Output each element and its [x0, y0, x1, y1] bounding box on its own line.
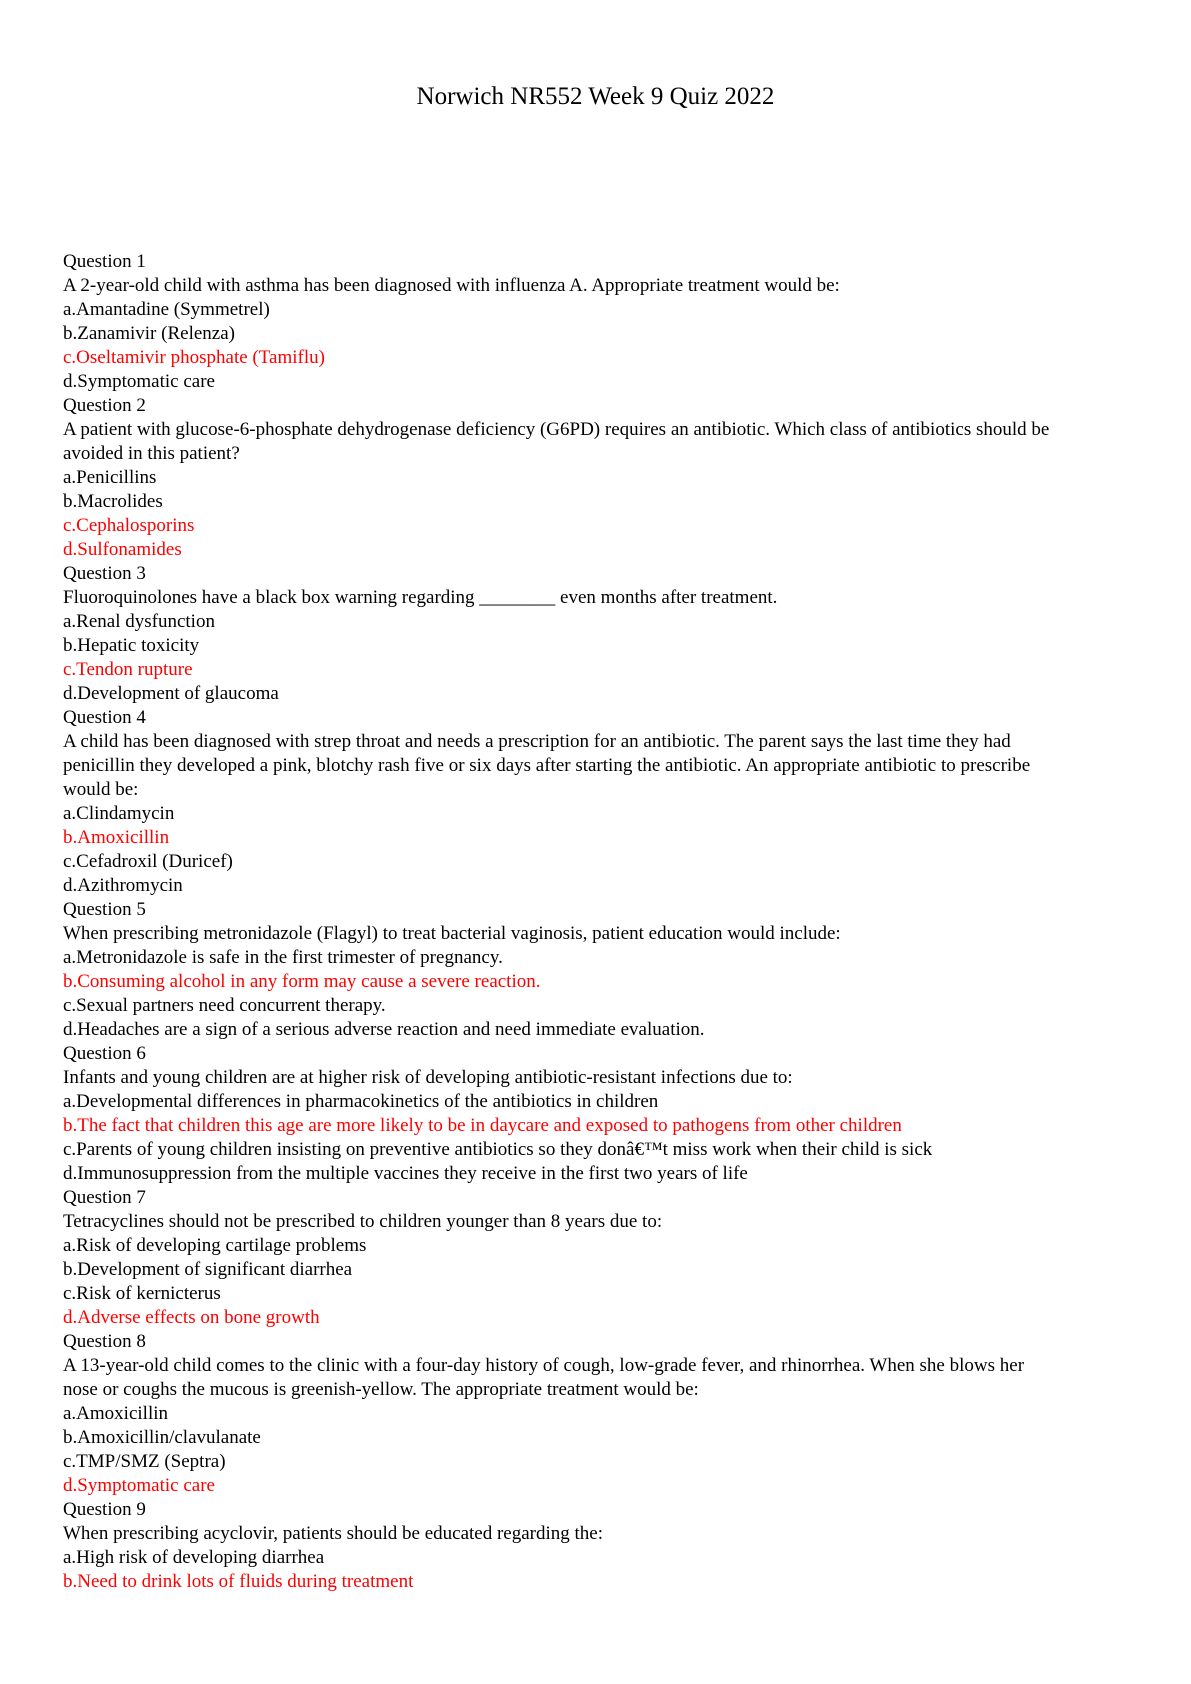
answer-option: a.Clindamycin	[63, 803, 175, 824]
question-block: Question 2 A patient with glucose-6-phosp…	[63, 394, 1158, 562]
question-stem-line: A child has been diagnosed with strep th…	[63, 731, 1011, 752]
answer-option: d.Development of glaucoma	[63, 683, 279, 704]
answer-option: a.Amoxicillin	[63, 1403, 169, 1424]
answer-option: c.Cefadroxil (Duricef)	[63, 851, 233, 872]
answer-option: a.Metronidazole is safe in the first tri…	[63, 947, 503, 968]
answer-option: b.Amoxicillin/clavulanate	[63, 1427, 261, 1448]
answer-option: c.Cephalosporins	[63, 515, 195, 536]
answer-option: c.Sexual partners need concurrent therap…	[63, 995, 386, 1016]
answer-option: a.Risk of developing cartilage problems	[63, 1235, 367, 1256]
answer-option: b.The fact that children this age are mo…	[63, 1115, 902, 1136]
question-stem-line: Tetracyclines should not be prescribed t…	[63, 1211, 663, 1232]
question-stem-line: A 2-year-old child with asthma has been …	[63, 275, 840, 296]
question-stem-line: A 13-year-old child comes to the clinic …	[63, 1355, 1025, 1376]
question-stem-line: Fluoroquinolones have a black box warnin…	[63, 587, 778, 608]
question-number: Question 6	[63, 1043, 146, 1064]
question-block: Question 6 Infants and young children are…	[63, 1042, 1158, 1186]
answer-option: d.Sulfonamides	[63, 539, 182, 560]
answer-option: b.Macrolides	[63, 491, 163, 512]
question-stem-line: would be:	[63, 779, 139, 800]
answer-option: b.Need to drink lots of fluids during tr…	[63, 1571, 414, 1592]
answer-option: d.Symptomatic care	[63, 371, 215, 392]
question-block: Question 9 When prescribing acyclovir, pa…	[63, 1498, 1158, 1594]
answer-option: c.TMP/SMZ (Septra)	[63, 1451, 226, 1472]
question-stem-line: When prescribing metronidazole (Flagyl) …	[63, 923, 841, 944]
answer-option: a.Amantadine (Symmetrel)	[63, 299, 270, 320]
answer-option: d.Azithromycin	[63, 875, 183, 896]
question-stem-line: When prescribing acyclovir, patients sho…	[63, 1523, 604, 1544]
answer-option: d.Headaches are a sign of a serious adve…	[63, 1019, 705, 1040]
answer-option: d.Adverse effects on bone growth	[63, 1307, 320, 1328]
answer-option: a.Penicillins	[63, 467, 157, 488]
answer-option: b.Amoxicillin	[63, 827, 170, 848]
question-stem-line: Infants and young children are at higher…	[63, 1067, 793, 1088]
answer-option: a.Renal dysfunction	[63, 611, 215, 632]
answer-option: c.Tendon rupture	[63, 659, 193, 680]
question-number: Question 7	[63, 1187, 146, 1208]
page-title: Norwich NR552 Week 9 Quiz 2022	[416, 83, 775, 110]
answer-option: c.Parents of young children insisting on…	[63, 1139, 933, 1160]
question-number: Question 1	[63, 251, 146, 272]
question-block: Question 3 Fluoroquinolones have a black …	[63, 562, 1158, 706]
answer-option: b.Consuming alcohol in any form may caus…	[63, 971, 541, 992]
question-number: Question 5	[63, 899, 146, 920]
question-stem-line: A patient with glucose-6-phosphate dehyd…	[63, 419, 1050, 440]
answer-option: c.Oseltamivir phosphate (Tamiflu)	[63, 347, 325, 368]
answer-option: c.Risk of kernicterus	[63, 1283, 221, 1304]
question-block: Question 1 A 2-year-old child with asthma…	[63, 250, 1158, 394]
answer-option: b.Hepatic toxicity	[63, 635, 200, 656]
question-number: Question 9	[63, 1499, 146, 1520]
question-stem-line: avoided in this patient?	[63, 443, 240, 464]
question-number: Question 8	[63, 1331, 146, 1352]
question-block: Question 4 A child has been diagnosed wit…	[63, 706, 1158, 898]
answer-option: b.Zanamivir (Relenza)	[63, 323, 235, 344]
question-number: Question 4	[63, 707, 146, 728]
question-stem-line: penicillin they developed a pink, blotch…	[63, 755, 1031, 776]
question-block: Question 8 A 13-year-old child comes to t…	[63, 1330, 1158, 1498]
question-block: Question 5 When prescribing metronidazole…	[63, 898, 1158, 1042]
question-number: Question 3	[63, 563, 146, 584]
question-number: Question 2	[63, 395, 146, 416]
question-block: Question 7 Tetracyclines should not be pr…	[63, 1186, 1158, 1330]
answer-option: a.High risk of developing diarrhea	[63, 1547, 325, 1568]
answer-option: d.Symptomatic care	[63, 1475, 215, 1496]
quiz-body: Question 1 A 2-year-old child with asthma…	[63, 250, 1158, 1594]
answer-option: a.Developmental differences in pharmacok…	[63, 1091, 659, 1112]
answer-option: b.Development of significant diarrhea	[63, 1259, 353, 1280]
answer-option: d.Immunosuppression from the multiple va…	[63, 1163, 748, 1184]
question-stem-line: nose or coughs the mucous is greenish-ye…	[63, 1379, 699, 1400]
